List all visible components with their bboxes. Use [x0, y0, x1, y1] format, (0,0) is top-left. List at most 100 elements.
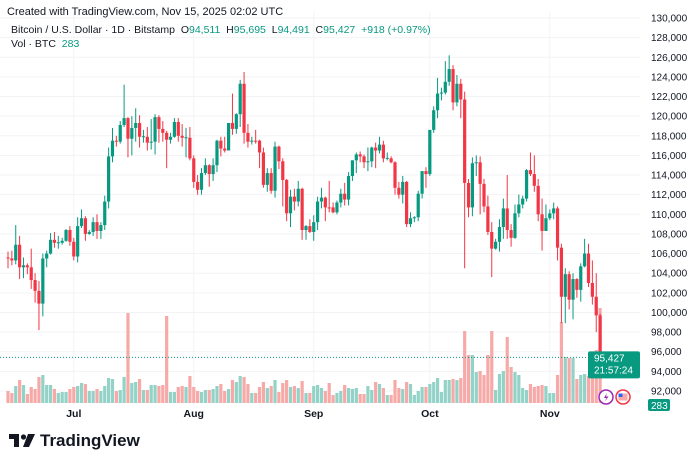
candle-body: [513, 213, 517, 238]
y-tick-label: 118,000: [651, 131, 687, 142]
volume-bar: [107, 378, 111, 403]
candle-body: [192, 158, 196, 182]
volume-bar: [261, 382, 266, 403]
volume-bar: [408, 384, 413, 403]
lightning-event-icon[interactable]: [598, 389, 614, 405]
candle-body: [48, 239, 53, 254]
volume-bar: [230, 380, 235, 403]
volume-legend: Vol · BTC 283: [11, 38, 79, 50]
volume-bar: [99, 391, 103, 403]
volume-bar: [374, 382, 378, 403]
volume-bar: [250, 393, 254, 403]
y-tick-label: 122,000: [651, 92, 688, 103]
volume-bar: [435, 378, 440, 403]
volume-bar: [153, 385, 157, 403]
candle-body: [296, 188, 300, 202]
us-flag-event-icon[interactable]: [615, 389, 631, 405]
candle-body: [389, 158, 393, 163]
tradingview-logo[interactable]: TradingView: [9, 431, 140, 451]
candle-body: [478, 162, 482, 184]
volume-bar: [350, 389, 355, 403]
x-tick-label: Oct: [421, 408, 439, 420]
candle-body: [137, 123, 142, 137]
candle-body: [312, 222, 316, 232]
volume-bar: [257, 387, 262, 403]
volume-bar: [215, 386, 219, 403]
volume-bar: [110, 379, 115, 403]
volume-bars: [6, 308, 606, 403]
candle-body: [157, 117, 161, 129]
volume-bar: [281, 383, 285, 403]
volume-bar: [397, 388, 401, 403]
volume-bar: [161, 385, 165, 403]
candle-body: [122, 118, 126, 125]
volume-bar: [226, 389, 231, 403]
candle-body: [18, 244, 22, 268]
candle-body: [277, 146, 281, 162]
candle-body: [261, 152, 266, 185]
volume-bar: [312, 386, 316, 403]
volume-bar: [308, 393, 312, 403]
x-tick-label: Nov: [540, 408, 560, 420]
volume-bar: [540, 385, 544, 403]
symbol-description[interactable]: Bitcoin / U.S. Dollar · 1D · Bitstamp: [11, 24, 175, 36]
time-axis[interactable]: Jul Aug Sep Oct Nov: [66, 408, 560, 420]
volume-bar: [346, 388, 351, 403]
low-label: L: [271, 24, 278, 36]
candle-body: [238, 83, 242, 115]
candle-body: [196, 181, 200, 190]
volume-bar: [586, 376, 591, 403]
candle-body: [250, 140, 254, 142]
candle-body: [269, 173, 273, 191]
candle-body: [397, 187, 401, 195]
candle-body: [300, 188, 304, 231]
volume-bar: [21, 385, 26, 403]
volume-bar: [524, 390, 529, 403]
candle-body: [474, 162, 478, 164]
volume-bar: [447, 380, 451, 403]
candle-body: [72, 241, 76, 257]
candle-body: [385, 157, 389, 159]
volume-bar: [180, 386, 184, 403]
candle-body: [350, 160, 355, 177]
candle-body: [134, 123, 138, 128]
candle-body: [540, 214, 544, 231]
candle-body: [559, 247, 564, 297]
volume-bar: [269, 386, 273, 403]
volume-bar: [18, 380, 22, 403]
volume-bar: [335, 393, 339, 403]
candle-body: [207, 165, 211, 175]
y-tick-label: 94,000: [651, 367, 682, 378]
volume-bar: [405, 382, 409, 403]
y-tick-label: 124,000: [651, 72, 688, 83]
volume-bar: [424, 387, 428, 403]
volume-bar: [354, 388, 358, 403]
y-tick-label: 104,000: [651, 269, 688, 280]
volume-bar: [478, 371, 482, 403]
volume-bar: [451, 379, 455, 403]
candle-body: [517, 204, 521, 214]
candle-body: [199, 173, 204, 190]
volume-bar: [501, 371, 505, 403]
volume-bar: [428, 384, 432, 403]
y-tick-label: 100,000: [651, 308, 688, 319]
price-axis[interactable]: 130,000 128,000 126,000 124,000 122,000 120,0…: [651, 14, 688, 398]
volume-bar: [203, 390, 207, 403]
volume-label: Vol · BTC: [11, 38, 56, 50]
y-tick-label: 102,000: [651, 288, 688, 299]
candle-body: [443, 81, 447, 93]
volume-bar: [172, 392, 177, 403]
candle-body: [432, 110, 436, 130]
candle-body: [304, 226, 308, 231]
candle-body: [579, 266, 583, 290]
candle-body: [509, 230, 513, 238]
volume-bar: [6, 391, 10, 403]
volume-bar: [242, 377, 246, 403]
volume-bar: [145, 390, 149, 403]
candle-body: [435, 93, 440, 111]
candle-body: [583, 253, 587, 267]
candle-body: [118, 124, 122, 142]
candle-body: [590, 283, 594, 297]
volume-bar: [420, 387, 424, 403]
